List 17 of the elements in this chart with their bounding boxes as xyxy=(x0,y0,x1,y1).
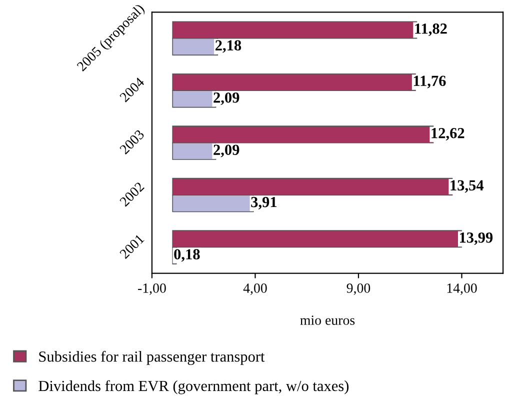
data-label: 2,09 xyxy=(214,92,240,105)
data-label: 13,99 xyxy=(460,232,493,245)
x-tick-label: 4,00 xyxy=(243,283,267,295)
data-label: 3,91 xyxy=(251,196,277,210)
legend-label: Subsidies for rail passenger transport xyxy=(39,350,265,365)
data-label: 2,09 xyxy=(214,144,240,158)
data-label: 11,76 xyxy=(414,76,446,88)
data-label: 13,54 xyxy=(450,180,484,193)
x-tick-label: 14,00 xyxy=(447,283,477,295)
data-label: 0,18 xyxy=(174,249,200,262)
data-label: 12,62 xyxy=(432,128,464,140)
x-axis-title: mio euros xyxy=(300,316,355,325)
data-label: 2,18 xyxy=(215,40,242,53)
data-label: 11,82 xyxy=(415,24,447,36)
x-tick-label: -1,00 xyxy=(138,283,166,295)
legend-label: Dividends from EVR (government part, w/o taxes) xyxy=(38,380,349,394)
x-tick-label: 9,00 xyxy=(346,283,370,295)
